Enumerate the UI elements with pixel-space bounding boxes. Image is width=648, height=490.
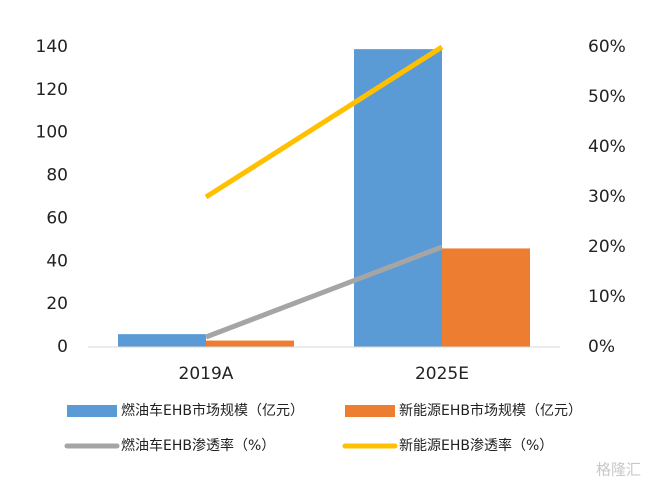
y-tick-label: 60 [46, 208, 68, 228]
watermark: 格隆汇 [596, 461, 641, 479]
y-tick-label: 40 [46, 251, 68, 271]
legend-label: 燃油车EHB渗透率（%） [121, 437, 275, 454]
x-tick-label: 2019A [179, 364, 234, 384]
legend-label: 燃油车EHB市场规模（亿元） [121, 402, 304, 419]
line [205, 244, 443, 340]
y-tick-label: 140 [36, 37, 68, 57]
bar [118, 334, 206, 347]
legend-label: 新能源EHB市场规模（亿元） [399, 402, 582, 419]
y2-tick-label: 40% [588, 137, 626, 157]
y2-tick-label: 20% [588, 237, 626, 257]
y-tick-label: 20 [46, 294, 68, 314]
y2-tick-label: 30% [588, 187, 626, 207]
legend-swatch [67, 405, 117, 417]
legend-label: 新能源EHB渗透率（%） [399, 437, 553, 454]
bar [354, 49, 442, 348]
bar [206, 340, 294, 347]
bar [442, 248, 530, 347]
y-tick-label: 80 [46, 166, 68, 186]
y2-tick-label: 10% [588, 287, 626, 307]
line [204, 44, 444, 200]
y2-tick-label: 0% [588, 337, 615, 357]
y2-tick-label: 60% [588, 37, 626, 57]
y-tick-label: 0 [57, 337, 68, 357]
y2-tick-label: 50% [588, 87, 626, 107]
x-tick-label: 2025E [415, 364, 469, 384]
y-tick-label: 100 [36, 123, 68, 143]
y-tick-label: 120 [36, 80, 68, 100]
legend-swatch [345, 405, 395, 417]
